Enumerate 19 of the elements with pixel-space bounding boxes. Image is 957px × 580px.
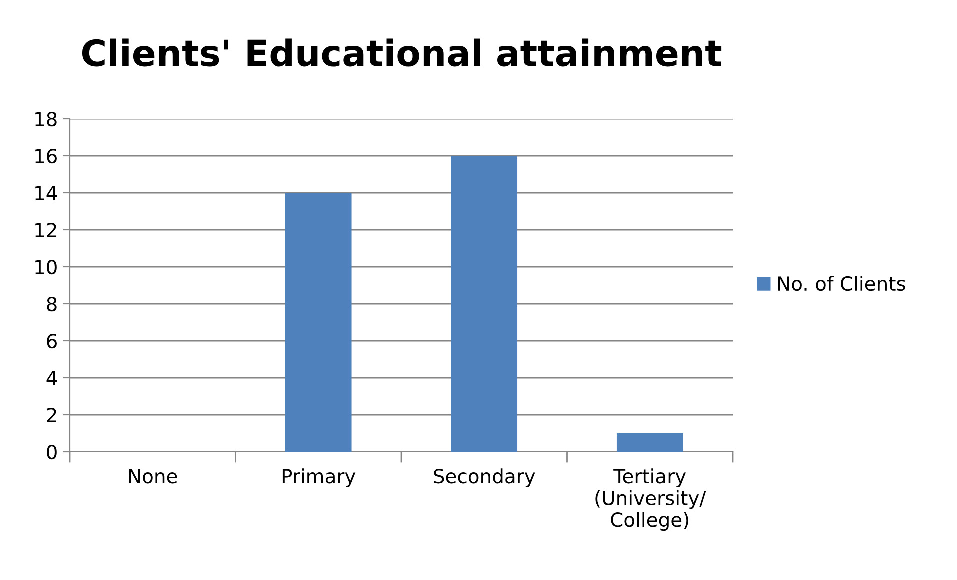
y-tick-label: 18 bbox=[36, 112, 57, 127]
y-tick-label: 8 bbox=[47, 296, 57, 312]
y-tick-label: 10 bbox=[36, 260, 57, 275]
chart-title: Clients' Educational attainment bbox=[82, 38, 722, 67]
y-tick-label: 12 bbox=[36, 222, 56, 238]
bar bbox=[285, 193, 352, 452]
x-tick-label: Tertiary (University/ College) bbox=[596, 468, 706, 532]
y-tick-label: 16 bbox=[36, 148, 57, 164]
y-tick-label: 6 bbox=[47, 334, 57, 349]
bar bbox=[616, 434, 684, 452]
bar bbox=[451, 156, 518, 452]
y-tick-label: 0 bbox=[47, 444, 57, 460]
y-tick-label: 2 bbox=[47, 408, 56, 422]
y-tick-label: 14 bbox=[36, 186, 58, 200]
x-tick-label: Primary bbox=[282, 468, 356, 488]
legend-label: No. of Clients bbox=[778, 276, 906, 292]
x-tick-label: None bbox=[129, 469, 178, 484]
x-tick-label: Secondary bbox=[434, 468, 536, 488]
y-tick-label: 4 bbox=[46, 371, 58, 386]
